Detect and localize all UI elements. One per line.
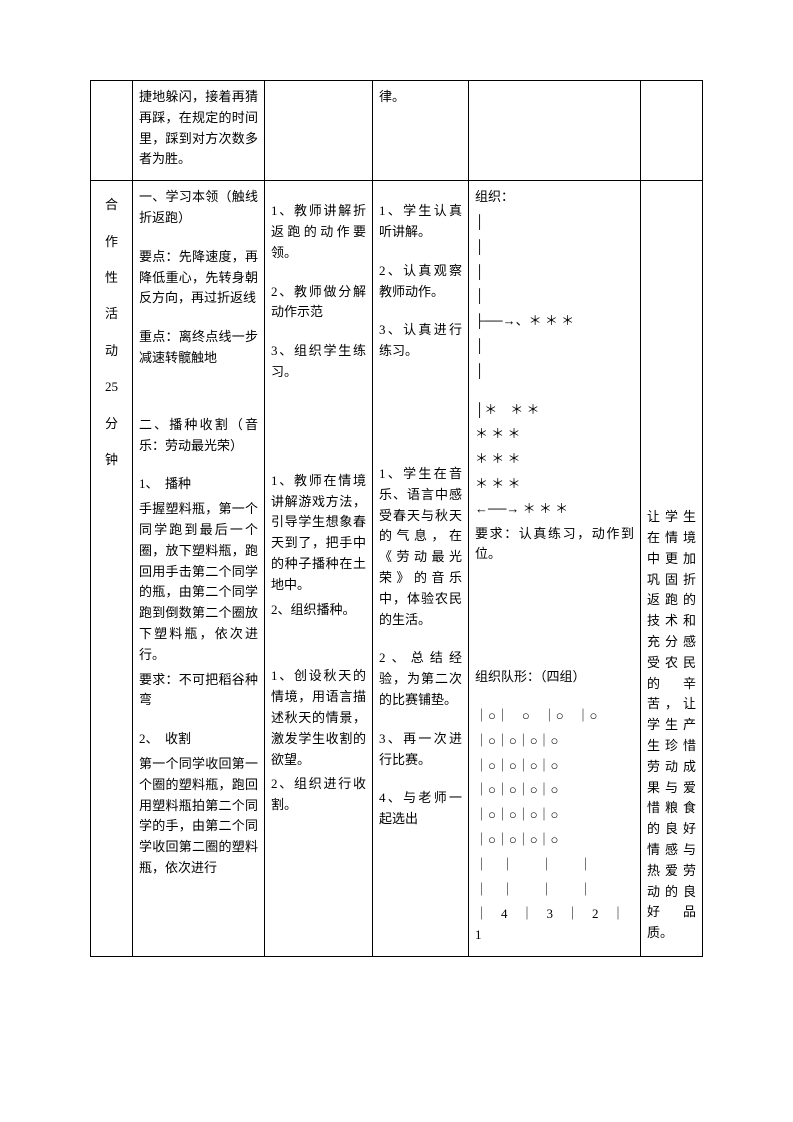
cell-student-prev: 律。 bbox=[373, 81, 469, 181]
diagram-line: ←──→ ＊ ＊ ＊ bbox=[475, 499, 634, 520]
text: 让学生在情境中更加巩固折返跑的技术和充分感受农民的辛苦，让学生产生珍惜劳动成果与… bbox=[647, 507, 696, 944]
text: 2、组织播种。 bbox=[271, 600, 366, 621]
grid-line: ｜○｜○｜○｜○ bbox=[475, 830, 634, 851]
cell-organization: 组织： │ │ │ │ ├──→、＊ ＊ ＊ │ │ │＊ ＊ ＊ ＊ ＊ ＊ … bbox=[469, 181, 641, 957]
diagram-line: │＊ ＊ ＊ bbox=[475, 400, 634, 421]
cell-teacher-prev bbox=[265, 81, 373, 181]
phase-char: 活 bbox=[97, 296, 126, 332]
text: 要求：认真练习，动作到位。 bbox=[475, 524, 634, 566]
grid-line: ｜○｜○｜○｜○ bbox=[475, 731, 634, 752]
grid-line: ｜○｜ ○ ｜○ ｜○ bbox=[475, 706, 634, 727]
cell-teacher: 1、教师讲解折返跑的动作要领。 2、教师做分解动作示范 3、组织学生练习。 1、… bbox=[265, 181, 373, 957]
diagram-line: │ bbox=[475, 336, 634, 357]
diagram-line: ＊ ＊ ＊ bbox=[475, 424, 634, 445]
grid-line: ｜ ｜ ｜ ｜ bbox=[475, 855, 634, 876]
cell-phase-prev bbox=[91, 81, 133, 181]
cell-activity: 一、学习本领（触线折返跑） 要点：先降速度，再降低重心，先转身朝反方向，再过折返… bbox=[133, 181, 265, 957]
text: 3、认真进行练习。 bbox=[379, 320, 462, 362]
text: 1、学生认真听讲解。 bbox=[379, 201, 462, 243]
grid-line: ｜ ｜ ｜ ｜ bbox=[475, 880, 634, 901]
text: 2、认真观察教师动作。 bbox=[379, 261, 462, 303]
cell-student: 1、学生认真听讲解。 2、认真观察教师动作。 3、认真进行练习。 1、学生在音乐… bbox=[373, 181, 469, 957]
lesson-plan-table: 捷地躲闪，接着再猜再踩，在规定的时间里，踩到对方次数多者为胜。 律。 合 作 性… bbox=[90, 80, 703, 957]
phase-char: 性 bbox=[97, 260, 126, 296]
text: 要点：先降速度，再降低重心，先转身朝反方向，再过折返线 bbox=[139, 247, 258, 309]
diagram-line: ＊ ＊ ＊ bbox=[475, 449, 634, 470]
diagram-line: ├──→、＊ ＊ ＊ bbox=[475, 311, 634, 332]
text: 重点：离终点线一步减速转髋触地 bbox=[139, 327, 258, 369]
text: 1、教师在情境讲解游戏方法，引导学生想象春天到了，把手中的种子播种在土地中。 bbox=[271, 471, 366, 596]
org-label: 组织： bbox=[475, 187, 634, 208]
subtitle: 1、 播种 bbox=[139, 474, 258, 495]
text: 4、与老师一起选出 bbox=[379, 788, 462, 830]
phase-char: 分 bbox=[97, 406, 126, 442]
text: 2、教师做分解动作示范 bbox=[271, 282, 366, 324]
cell-goal-prev bbox=[641, 81, 703, 181]
text: 1、学生在音乐、语言中感受春天与秋天的气息，在《劳动最光荣》的音乐中，体验农民的… bbox=[379, 464, 462, 630]
diagram-line: │ bbox=[475, 361, 634, 382]
section-title: 二、播种收割（音乐：劳动最光荣） bbox=[139, 415, 258, 457]
table-row: 捷地躲闪，接着再猜再踩，在规定的时间里，踩到对方次数多者为胜。 律。 bbox=[91, 81, 703, 181]
diagram-line: │ bbox=[475, 237, 634, 258]
text: 1、创设秋天的情境，用语言描述秋天的情景，激发学生收割的欲望。 bbox=[271, 666, 366, 770]
diagram-line: │ bbox=[475, 286, 634, 307]
table-row: 合 作 性 活 动 25 分 钟 一、学习本领（触线折返跑） 要点：先降速度，再… bbox=[91, 181, 703, 957]
diagram-line: │ bbox=[475, 262, 634, 283]
text: 1、教师讲解折返跑的动作要领。 bbox=[271, 201, 366, 263]
subtitle: 2、 收割 bbox=[139, 729, 258, 750]
text: 要求：不可把稻谷种弯 bbox=[139, 670, 258, 712]
text: 律。 bbox=[379, 87, 462, 108]
grid-line: ｜ 4 ｜ 3 ｜ 2 ｜ 1 bbox=[475, 904, 634, 946]
text: 捷地躲闪，接着再猜再踩，在规定的时间里，踩到对方次数多者为胜。 bbox=[139, 87, 258, 170]
grid-line: ｜○｜○｜○｜○ bbox=[475, 805, 634, 826]
phase-char: 25 bbox=[97, 369, 126, 405]
text: 2、组织进行收割。 bbox=[271, 774, 366, 816]
diagram-line: ＊ ＊ ＊ bbox=[475, 474, 634, 495]
cell-phase-label: 合 作 性 活 动 25 分 钟 bbox=[91, 181, 133, 957]
cell-goal: 让学生在情境中更加巩固折返跑的技术和充分感受农民的辛苦，让学生产生珍惜劳动成果与… bbox=[641, 181, 703, 957]
org-label: 组织队形：（四组） bbox=[475, 667, 634, 688]
diagram-line: │ bbox=[475, 212, 634, 233]
cell-org-prev bbox=[469, 81, 641, 181]
section-title: 一、学习本领（触线折返跑） bbox=[139, 187, 258, 229]
phase-char: 合 bbox=[97, 187, 126, 223]
phase-char: 作 bbox=[97, 224, 126, 260]
text: 3、组织学生练习。 bbox=[271, 341, 366, 383]
text: 第一个同学收回第一个圈的塑料瓶，跑回用塑料瓶拍第二个同学的手，由第二个同学收回第… bbox=[139, 754, 258, 879]
phase-char: 动 bbox=[97, 333, 126, 369]
text: 2、总结经验，为第二次的比赛铺垫。 bbox=[379, 648, 462, 710]
text: 手握塑料瓶，第一个同学跑到最后一个圈，放下塑料瓶，跑回用手击第二个同学的瓶，由第… bbox=[139, 499, 258, 665]
text: 3、再一次进行比赛。 bbox=[379, 729, 462, 771]
grid-line: ｜○｜○｜○｜○ bbox=[475, 756, 634, 777]
grid-line: ｜○｜○｜○｜○ bbox=[475, 780, 634, 801]
cell-activity-prev: 捷地躲闪，接着再猜再踩，在规定的时间里，踩到对方次数多者为胜。 bbox=[133, 81, 265, 181]
phase-char: 钟 bbox=[97, 442, 126, 478]
